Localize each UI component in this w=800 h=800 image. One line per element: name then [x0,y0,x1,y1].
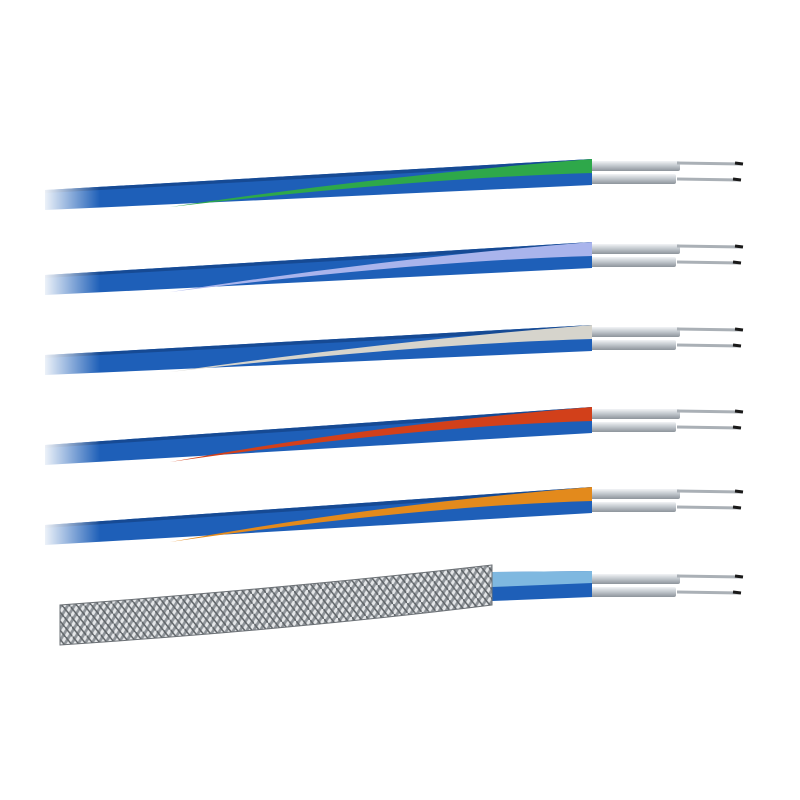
wire-tip [732,177,742,182]
conductor-wire [676,177,741,182]
conductor-sleeve [588,244,680,254]
wire-tip [734,244,744,249]
braided-shield [59,564,493,646]
conductor-wire [676,343,741,348]
cable-stripe [170,487,592,542]
conductor-sleeve [588,422,676,432]
wire-tip [732,505,742,510]
conductor-wire [676,161,743,166]
wire-tip [732,343,742,348]
conductor-wire [676,260,741,265]
conductor-wire [676,327,743,332]
jacket-shade [45,242,592,278]
cable-fade [40,435,100,475]
conductor-sleeve [588,174,676,184]
wire-tip [734,489,744,494]
conductor-sleeve [588,340,676,350]
conductor-wire [676,574,743,579]
conductor-wire [676,489,743,494]
wire-tip [734,409,744,414]
jacket-shade [45,325,592,358]
wire-tip [734,327,744,332]
cable-fade [40,345,100,385]
conductor-sleeve [588,587,676,597]
cable-stripe [170,159,592,207]
jacket-shade [45,407,592,448]
wire-tip [732,590,742,595]
conductor-sleeve [588,502,676,512]
conductor-wire [676,244,743,249]
conductor-wire [676,425,741,430]
jacket-shade [45,159,592,193]
cable-fade [40,515,100,555]
cable-stripe [170,242,592,292]
conductor-sleeve [588,409,680,419]
cable-fade [40,180,100,220]
jacket-shade [45,487,592,528]
conductor-wire [676,409,743,414]
wire-tip [732,425,742,430]
conductor-sleeve [588,327,680,337]
inner-jacket-stripe [492,571,592,587]
cable-fade [40,265,100,305]
conductor-sleeve [588,257,676,267]
conductor-sleeve [588,161,680,171]
cable-stripe [170,325,592,372]
cable-stripe [170,407,592,462]
wire-tip [734,574,744,579]
wire-tip [732,260,742,265]
conductor-sleeve [588,489,680,499]
conductor-wire [676,590,741,595]
conductor-sleeve [588,574,680,584]
conductor-wire [676,505,741,510]
wire-tip [734,161,744,166]
